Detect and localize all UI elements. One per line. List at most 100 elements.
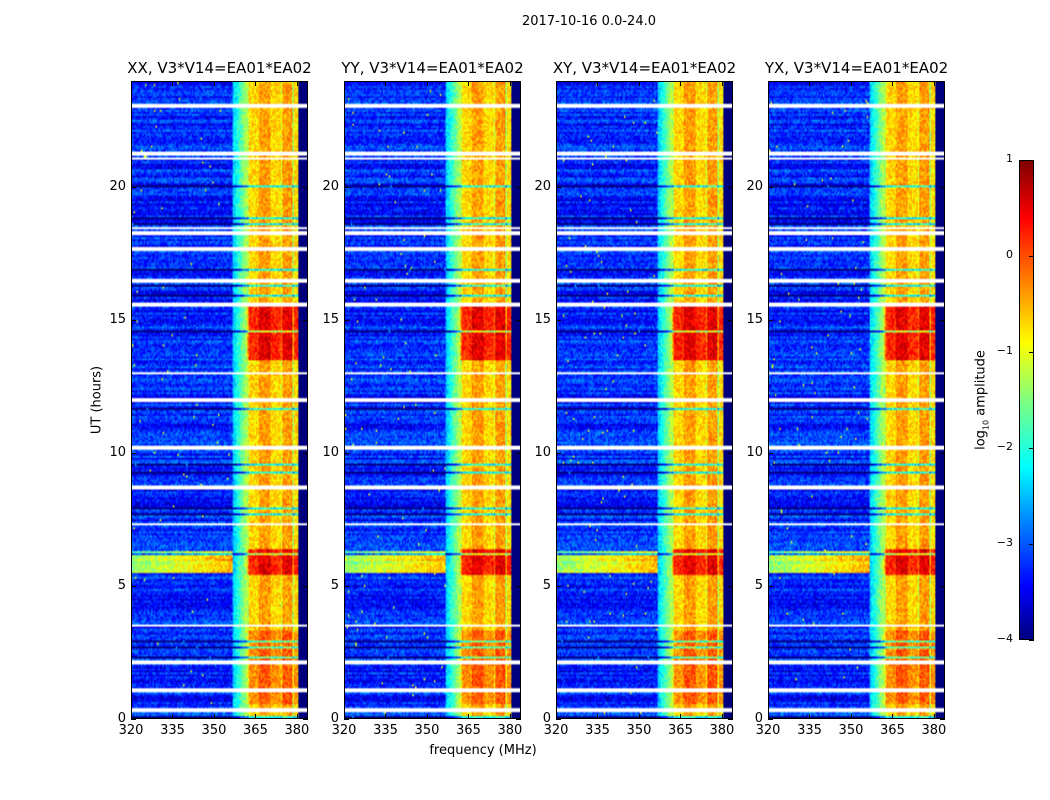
y-tick [768, 719, 773, 720]
x-tick [172, 714, 174, 719]
colorbar-tick-label: −1 [996, 344, 1013, 357]
x-tick [933, 81, 935, 86]
x-tick [680, 714, 682, 719]
x-tick [509, 714, 511, 719]
y-tick-label: 15 [322, 312, 339, 328]
y-tick-label: 0 [330, 711, 339, 726]
y-tick [940, 453, 945, 455]
y-tick-label: 5 [754, 578, 763, 594]
x-tick [385, 714, 387, 719]
y-tick [131, 320, 136, 322]
y-tick [728, 586, 733, 588]
y-tick-label: 20 [534, 179, 551, 195]
x-tick-label: 335 [373, 723, 398, 738]
y-tick [940, 320, 945, 322]
x-tick-label: 350 [414, 723, 440, 738]
y-tick [556, 320, 561, 322]
y-tick [556, 187, 561, 189]
y-tick [303, 586, 308, 588]
y-tick [556, 586, 561, 588]
x-tick [768, 714, 769, 719]
colorbar-tick [1029, 640, 1034, 641]
x-tick [344, 714, 345, 719]
panel-title: XY, V3*V14=EA01*EA02 [552, 59, 737, 77]
x-tick [131, 714, 132, 719]
x-tick [850, 714, 852, 719]
y-tick [516, 187, 521, 189]
x-tick [892, 714, 894, 719]
x-tick [850, 81, 852, 86]
x-tick-label: 335 [797, 723, 822, 738]
y-tick [768, 586, 773, 588]
y-tick-label: 0 [117, 711, 126, 726]
spectrogram-panel [131, 81, 308, 719]
y-tick [728, 320, 733, 322]
spectrogram-panel [768, 81, 945, 719]
y-axis-label: UT (hours) [89, 365, 105, 435]
y-tick [131, 187, 136, 189]
x-tick [172, 81, 174, 86]
x-tick [213, 81, 215, 86]
x-tick [385, 81, 387, 86]
x-tick [556, 81, 557, 86]
panel-title: YX, V3*V14=EA01*EA02 [764, 59, 949, 77]
colorbar-tick-label: −2 [996, 440, 1013, 453]
x-tick [638, 81, 640, 86]
y-tick-label: 10 [534, 445, 551, 461]
x-tick-label: 350 [626, 723, 652, 738]
y-tick [516, 453, 521, 455]
x-tick [213, 714, 215, 719]
x-tick [721, 714, 723, 719]
colorbar [1019, 160, 1034, 640]
spectrogram-panel [344, 81, 521, 719]
colorbar-tick-label: −4 [996, 632, 1013, 645]
y-tick [940, 187, 945, 189]
y-tick-label: 10 [322, 445, 339, 461]
x-tick [638, 714, 640, 719]
x-tick [892, 81, 894, 86]
y-tick [556, 719, 561, 720]
y-tick [768, 320, 773, 322]
y-tick [768, 453, 773, 455]
x-tick-label: 350 [201, 723, 227, 738]
y-tick [516, 320, 521, 322]
x-tick-label: 380 [921, 723, 947, 738]
x-tick-label: 365 [456, 723, 481, 738]
y-tick-label: 15 [109, 312, 126, 328]
x-tick-label: 320 [118, 723, 144, 738]
y-tick-label: 0 [754, 711, 763, 726]
x-tick [721, 81, 723, 86]
x-tick [255, 81, 257, 86]
y-tick [131, 719, 136, 720]
y-tick-label: 5 [117, 578, 126, 594]
colorbar-tick [1029, 256, 1034, 257]
y-tick [940, 586, 945, 588]
x-tick [426, 714, 428, 719]
y-tick-label: 10 [109, 445, 126, 461]
spectrogram-image [345, 82, 520, 718]
x-tick [680, 81, 682, 86]
x-tick [255, 714, 257, 719]
y-tick [344, 719, 349, 720]
colorbar-tick [1029, 352, 1034, 353]
spectrogram-panel [556, 81, 733, 719]
y-tick [728, 187, 733, 189]
y-tick-label: 0 [542, 711, 551, 726]
x-tick [296, 81, 298, 86]
x-tick [131, 81, 132, 86]
x-tick [468, 81, 470, 86]
y-tick [303, 320, 308, 322]
x-tick-label: 380 [709, 723, 735, 738]
y-tick [303, 453, 308, 455]
x-tick [809, 714, 811, 719]
colorbar-tick-label: 1 [1006, 152, 1013, 165]
y-tick [940, 719, 945, 720]
x-tick [468, 714, 470, 719]
colorbar-tick-label: 0 [1006, 248, 1013, 261]
x-tick-label: 350 [838, 723, 864, 738]
panel-title: XX, V3*V14=EA01*EA02 [127, 59, 312, 77]
x-tick-label: 365 [880, 723, 905, 738]
spectrogram-image [769, 82, 944, 718]
y-tick-label: 20 [746, 179, 763, 195]
